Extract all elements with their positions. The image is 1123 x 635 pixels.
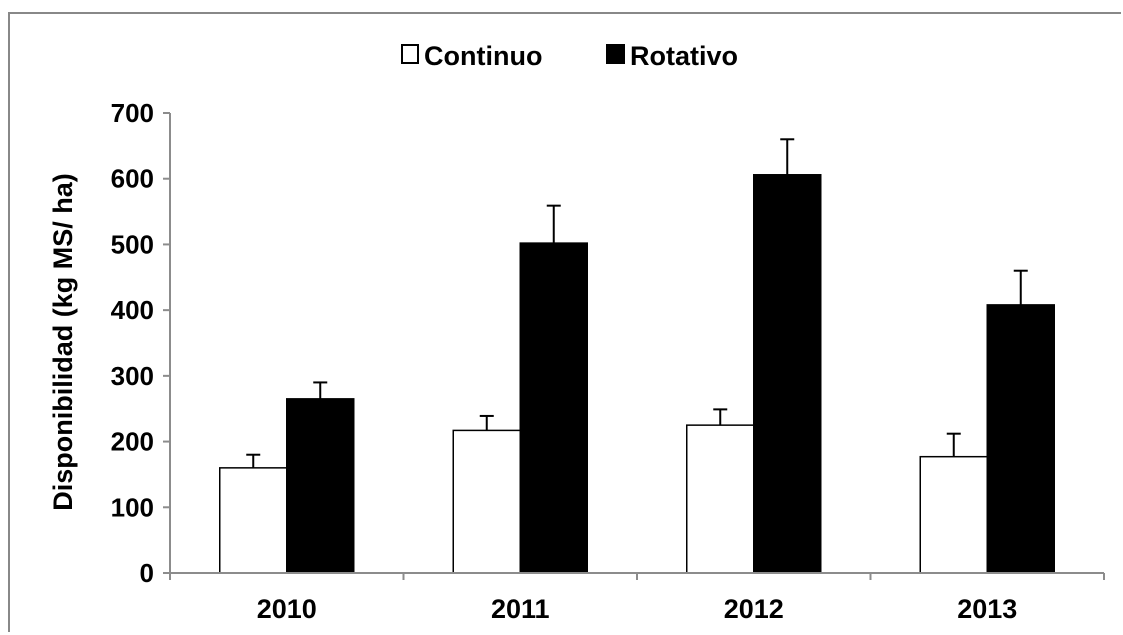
bar-continuo-2012 <box>686 424 755 574</box>
y-tick-label: 500 <box>111 229 154 259</box>
x-tick-label: 2011 <box>491 594 550 624</box>
y-tick-label: 400 <box>111 295 154 325</box>
bar-continuo-2010 <box>219 467 288 574</box>
error-bar-rotativo-2013 <box>1013 269 1028 305</box>
y-tick-label: 300 <box>111 361 154 391</box>
legend: Continuo Rotativo <box>401 41 738 71</box>
x-tick-label: 2010 <box>257 594 317 624</box>
x-axis: 2010 2011 2012 2013 <box>169 572 1105 624</box>
x-tick-label: 2012 <box>724 594 784 624</box>
bars <box>219 174 1055 574</box>
bar-continuo-2013 <box>919 455 988 574</box>
y-axis-ticks: 0 100 200 300 400 500 600 700 <box>111 98 171 588</box>
legend-swatch-continuo <box>401 44 419 64</box>
y-tick-label: 100 <box>111 492 154 522</box>
bar-rotativo-2013 <box>986 304 1055 574</box>
error-bar-continuo-2013 <box>946 432 961 457</box>
y-tick-label: 600 <box>111 164 154 194</box>
x-tick-label: 2013 <box>957 594 1017 624</box>
chart-frame <box>8 12 1121 632</box>
y-tick-label: 0 <box>140 558 154 588</box>
bar-continuo-2011 <box>452 429 521 574</box>
error-bar-continuo-2011 <box>479 414 494 431</box>
bar-rotativo-2011 <box>519 242 588 574</box>
y-tick-label: 200 <box>111 427 154 457</box>
error-bar-continuo-2010 <box>246 453 261 468</box>
error-bar-rotativo-2012 <box>780 138 795 175</box>
bar-rotativo-2010 <box>286 398 355 574</box>
error-bars <box>246 138 1028 468</box>
y-axis-title: Disponibilidad (kg MS/ ha) <box>48 173 78 511</box>
error-bar-rotativo-2010 <box>313 381 328 399</box>
legend-label-continuo: Continuo <box>424 41 542 71</box>
y-tick-label: 700 <box>111 98 154 128</box>
error-bar-rotativo-2011 <box>546 204 561 244</box>
error-bar-continuo-2012 <box>713 408 728 426</box>
legend-swatch-rotativo <box>606 44 625 64</box>
legend-label-rotativo: Rotativo <box>630 41 738 71</box>
bar-rotativo-2012 <box>753 174 822 574</box>
